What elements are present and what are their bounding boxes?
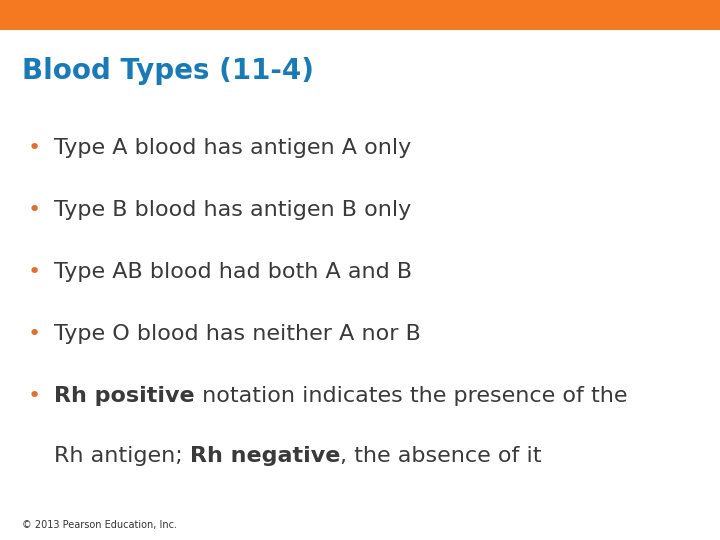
Text: Type A blood has antigen A only: Type A blood has antigen A only — [54, 138, 411, 158]
Text: Type B blood has antigen B only: Type B blood has antigen B only — [54, 200, 411, 220]
Text: •: • — [27, 386, 40, 406]
Text: •: • — [27, 324, 40, 344]
Text: •: • — [27, 200, 40, 220]
Text: notation indicates the presence of the: notation indicates the presence of the — [194, 386, 627, 406]
Text: © 2013 Pearson Education, Inc.: © 2013 Pearson Education, Inc. — [22, 520, 176, 530]
Text: •: • — [27, 262, 40, 282]
Text: Type O blood has neither A nor B: Type O blood has neither A nor B — [54, 324, 421, 344]
Text: •: • — [27, 138, 40, 158]
Text: , the absence of it: , the absence of it — [341, 446, 541, 465]
Text: Type AB blood had both A and B: Type AB blood had both A and B — [54, 262, 412, 282]
Bar — [0, 0, 720, 30]
Text: Rh antigen;: Rh antigen; — [54, 446, 190, 465]
Text: Rh negative: Rh negative — [190, 446, 341, 465]
Text: Rh positive: Rh positive — [54, 386, 194, 406]
Text: Blood Types (11-4): Blood Types (11-4) — [22, 57, 314, 85]
